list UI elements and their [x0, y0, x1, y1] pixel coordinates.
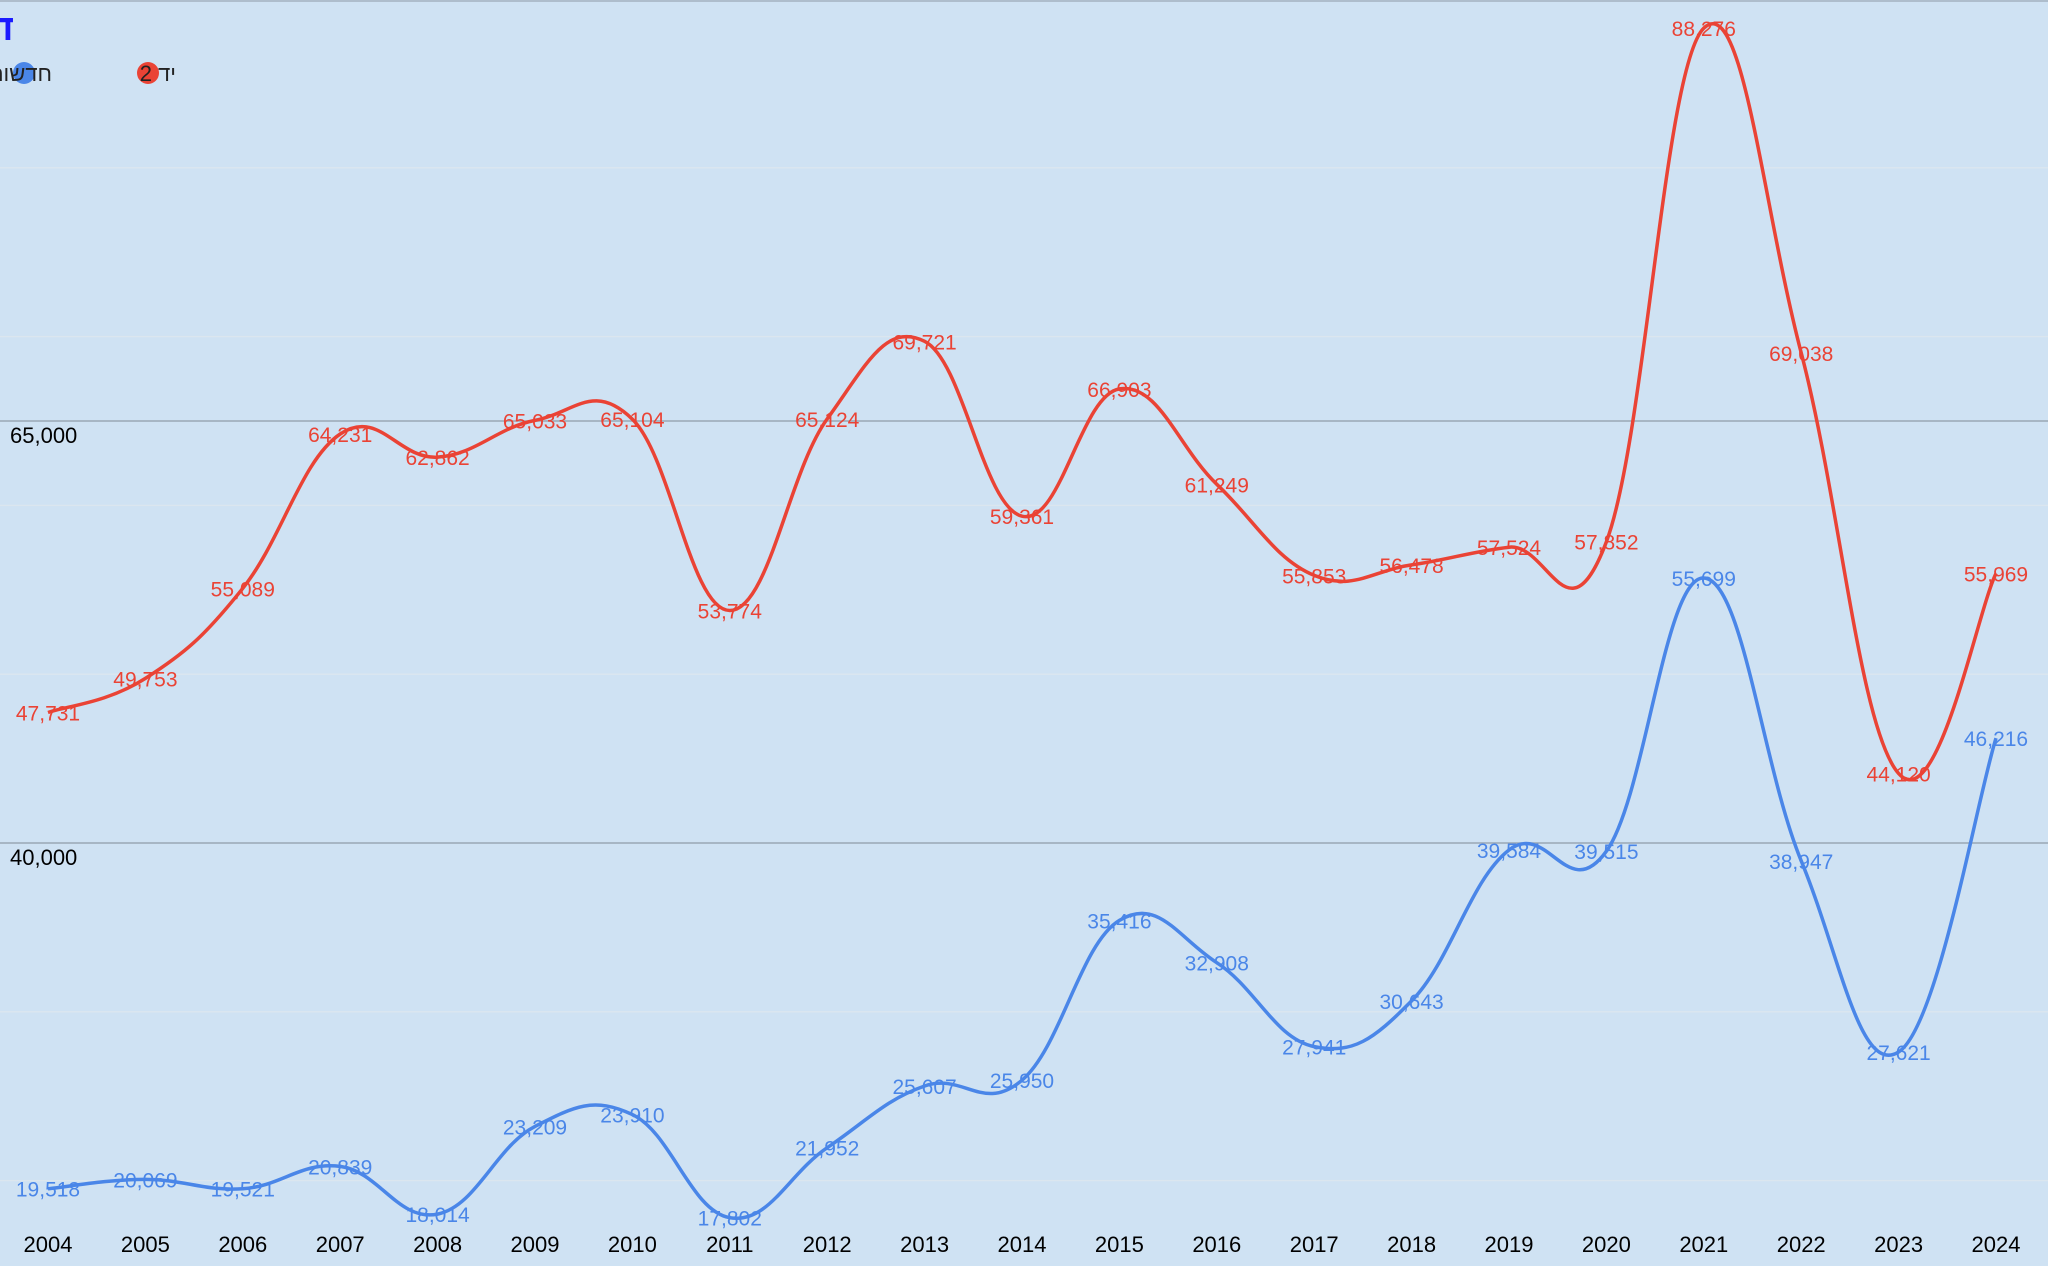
x-tick-label: 2006 [218, 1232, 267, 1257]
x-tick-label: 2016 [1192, 1232, 1241, 1257]
data-label: 49,753 [113, 668, 177, 691]
legend-label: יד 2 [140, 61, 176, 86]
x-tick-label: 2014 [998, 1232, 1047, 1257]
series-lines [47, 22, 1998, 1220]
data-label: 23,209 [503, 1116, 567, 1139]
gridlines [0, 0, 2048, 1182]
legend-marker [137, 62, 159, 84]
x-tick-label: 2008 [413, 1232, 462, 1257]
data-label: 55,089 [211, 578, 275, 601]
data-label: 66,903 [1087, 379, 1151, 402]
data-label: 55,853 [1282, 565, 1346, 588]
data-label: 65,033 [503, 410, 567, 433]
x-tick-label: 2007 [316, 1232, 365, 1257]
data-label: 25,950 [990, 1070, 1054, 1093]
y-tick-label: 65,000 [10, 423, 77, 448]
data-label: 20,069 [113, 1169, 177, 1192]
data-label: 27,621 [1866, 1042, 1930, 1065]
x-tick-label: 2024 [1972, 1232, 2021, 1257]
data-label: 55,699 [1672, 568, 1736, 591]
x-tick-label: 2017 [1290, 1232, 1339, 1257]
data-label: 32,908 [1185, 953, 1249, 976]
x-tick-label: 2020 [1582, 1232, 1631, 1257]
data-label: 39,584 [1477, 840, 1542, 863]
x-tick-label: 2011 [706, 1232, 753, 1257]
data-label: 65,104 [600, 409, 665, 432]
data-label: 21,952 [795, 1138, 859, 1161]
x-tick-label: 2021 [1679, 1232, 1728, 1257]
data-label: 20,839 [308, 1156, 372, 1179]
x-tick-label: 2023 [1874, 1232, 1923, 1257]
data-label: 64,231 [308, 424, 372, 447]
data-label: 44,120 [1866, 763, 1930, 786]
x-tick-label: 2022 [1777, 1232, 1826, 1257]
data-label: 61,249 [1185, 474, 1249, 497]
data-label: 30,643 [1379, 991, 1443, 1014]
data-label: 62,862 [405, 447, 469, 470]
data-labels: 47,731 49,753 55,089 64,231 62,862 65,033 65,1… [16, 18, 2028, 1231]
data-label: 57,524 [1477, 537, 1542, 560]
data-label: 19,521 [211, 1179, 275, 1202]
data-label: 65,124 [795, 409, 860, 432]
data-label: 23,910 [600, 1105, 664, 1128]
data-label: 35,416 [1087, 910, 1151, 933]
data-label: 46,216 [1964, 728, 2028, 751]
x-tick-label: 2018 [1387, 1232, 1436, 1257]
data-label: 38,947 [1769, 851, 1833, 874]
x-tick-label: 2005 [121, 1232, 170, 1257]
data-label: 19,518 [16, 1179, 80, 1202]
y-axis-ticks: 65,000 40,000 [10, 423, 77, 870]
legend-marker [13, 62, 35, 84]
legend: יד 2 חדשות [0, 61, 176, 86]
data-label: 69,038 [1769, 343, 1833, 366]
series-line [47, 22, 1998, 782]
y-tick-label: 40,000 [10, 845, 77, 870]
data-label: 39,515 [1574, 841, 1638, 864]
data-label: 69,721 [892, 331, 956, 354]
x-tick-label: 2004 [24, 1232, 73, 1257]
x-tick-label: 2019 [1485, 1232, 1534, 1257]
x-axis-ticks: 2004 2005 2006 2007 2008 2009 2010 2011 2012 2013… [24, 1232, 2021, 1257]
legend-label: חדשות [0, 61, 52, 86]
x-tick-label: 2009 [511, 1232, 560, 1257]
data-label: 17,802 [698, 1208, 762, 1231]
x-tick-label: 2010 [608, 1232, 657, 1257]
x-tick-label: 2012 [803, 1232, 852, 1257]
x-tick-label: 2015 [1095, 1232, 1144, 1257]
data-label: 25,607 [892, 1076, 956, 1099]
x-tick-label: 2013 [900, 1232, 949, 1257]
data-label: 47,731 [16, 703, 80, 726]
data-label: 18,014 [405, 1204, 470, 1227]
data-label: 59,361 [990, 506, 1054, 529]
data-label: 53,774 [698, 600, 763, 623]
data-label: 57,852 [1574, 532, 1638, 555]
data-label: 56,478 [1379, 555, 1443, 578]
data-label: 27,941 [1282, 1037, 1346, 1060]
data-label: 88,276 [1672, 18, 1736, 41]
series-line [47, 576, 1998, 1220]
chart-title: דירות שנמכרו בשנה [0, 7, 14, 48]
data-label: 55,969 [1964, 563, 2028, 586]
